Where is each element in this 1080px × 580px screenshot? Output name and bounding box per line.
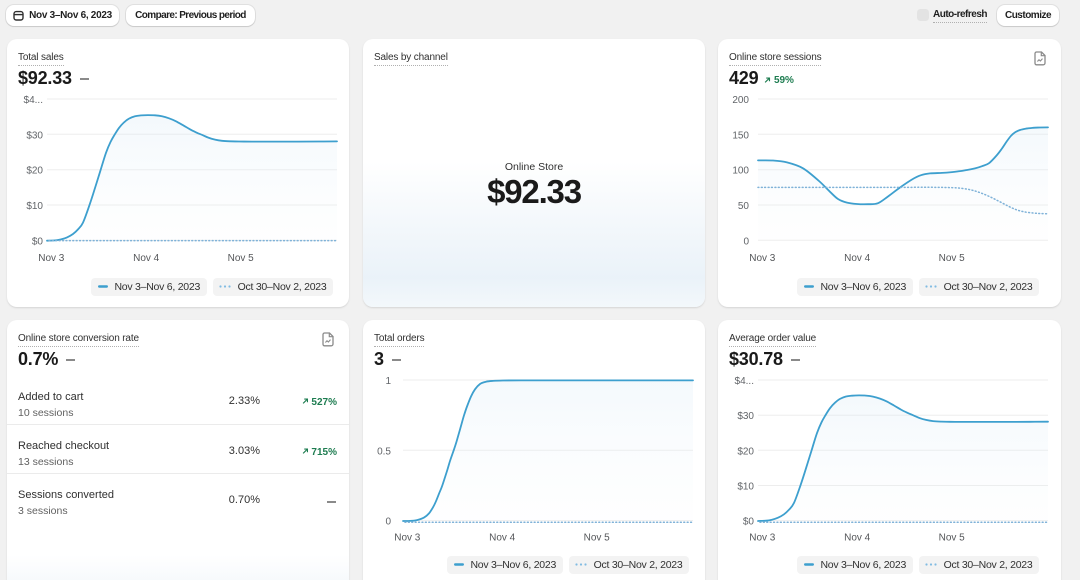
- svg-text:Nov 5: Nov 5: [939, 253, 966, 264]
- svg-text:150: 150: [732, 130, 749, 141]
- svg-text:$0: $0: [743, 517, 755, 528]
- svg-text:Nov 5: Nov 5: [939, 533, 966, 544]
- svg-text:0: 0: [743, 236, 749, 247]
- svg-text:Nov 3: Nov 3: [749, 253, 776, 264]
- svg-text:Nov 4: Nov 4: [844, 253, 871, 264]
- svg-text:$0: $0: [32, 236, 44, 247]
- svg-text:Nov 3: Nov 3: [394, 533, 421, 544]
- svg-text:$10: $10: [737, 482, 754, 493]
- svg-text:$10: $10: [26, 201, 43, 212]
- svg-text:100: 100: [732, 166, 749, 177]
- svg-text:$20: $20: [737, 446, 754, 457]
- svg-text:200: 200: [732, 95, 749, 106]
- svg-text:Nov 3: Nov 3: [38, 253, 65, 264]
- svg-text:$4...: $4...: [735, 376, 754, 387]
- svg-text:Nov 3: Nov 3: [749, 533, 776, 544]
- svg-text:$20: $20: [26, 166, 43, 177]
- svg-text:Nov 4: Nov 4: [133, 253, 160, 264]
- svg-text:Nov 4: Nov 4: [844, 533, 871, 544]
- svg-text:0.5: 0.5: [377, 446, 391, 457]
- svg-text:$30: $30: [26, 130, 43, 141]
- svg-text:$30: $30: [737, 411, 754, 422]
- svg-text:Nov 5: Nov 5: [228, 253, 255, 264]
- svg-text:50: 50: [738, 201, 750, 212]
- svg-text:Nov 5: Nov 5: [584, 533, 611, 544]
- svg-text:1: 1: [385, 376, 391, 387]
- svg-text:0: 0: [385, 517, 391, 528]
- svg-text:$4...: $4...: [24, 95, 43, 106]
- svg-text:Nov 4: Nov 4: [489, 533, 516, 544]
